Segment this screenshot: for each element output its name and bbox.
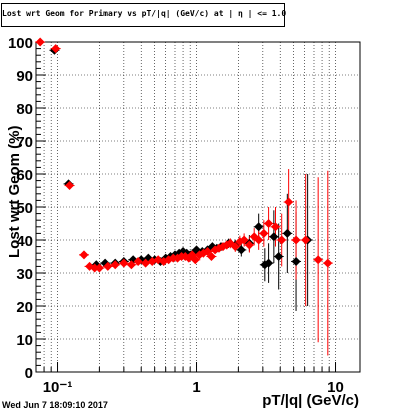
data-point (291, 256, 301, 266)
timestamp: Wed Jun 7 18:09:10 2017 (2, 400, 108, 410)
axis-ticks (35, 41, 337, 373)
data-point (313, 255, 323, 265)
data-point (274, 252, 284, 261)
y-tick-label: 40 (16, 233, 33, 250)
data-point (264, 258, 274, 268)
data-point (323, 258, 333, 268)
x-tick-label: 10⁻¹ (43, 379, 73, 396)
y-tick-label: 70 (16, 134, 33, 151)
data-point (94, 263, 104, 273)
x-tick-labels: 10⁻¹ 1 10 (43, 379, 344, 396)
grid-lines (35, 42, 360, 372)
data-points (35, 37, 333, 273)
data-point (271, 222, 281, 232)
data-point (90, 263, 100, 273)
data-point (119, 258, 129, 268)
y-tick-label: 30 (16, 266, 33, 283)
data-point (206, 252, 216, 261)
data-point (164, 255, 174, 265)
data-point (110, 260, 120, 270)
y-tick-label: 90 (16, 68, 33, 85)
data-point (301, 235, 311, 245)
data-point (236, 245, 246, 255)
data-point (182, 248, 192, 258)
data-point (103, 261, 113, 271)
data-point (277, 235, 287, 245)
y-tick-label: 80 (16, 101, 33, 118)
data-point (284, 197, 294, 207)
chart-title: Lost wrt Geom for Primary vs pT/|q| (GeV… (2, 9, 287, 18)
chart-title-box: Lost wrt Geom for Primary vs pT/|q| (GeV… (1, 3, 287, 27)
y-tick-label: 60 (16, 167, 33, 184)
data-point (141, 258, 151, 268)
data-point (291, 235, 301, 245)
data-point (269, 232, 279, 242)
data-point (79, 250, 89, 260)
y-tick-label: 50 (16, 200, 33, 217)
data-point (254, 222, 264, 232)
data-point (259, 228, 269, 238)
x-tick-label: 10 (327, 379, 344, 396)
y-tick-label: 10 (16, 332, 33, 349)
y-tick-label: 100 (8, 35, 33, 52)
y-tick-labels: 0 10 20 30 40 50 60 70 80 90 100 (8, 35, 33, 382)
data-point (244, 240, 254, 250)
data-point (133, 256, 143, 266)
data-point (65, 181, 75, 191)
data-point (126, 260, 136, 270)
y-tick-label: 0 (25, 365, 33, 382)
x-axis-title: pT/|q| (GeV/c) (262, 392, 359, 409)
data-point (254, 235, 264, 245)
x-tick-label: 1 (192, 379, 200, 396)
data-point (239, 235, 249, 245)
data-point (51, 44, 61, 54)
y-tick-label: 20 (16, 299, 33, 316)
data-point (264, 219, 274, 228)
data-point (230, 242, 240, 252)
data-point (282, 228, 292, 238)
data-point (35, 37, 45, 47)
y-axis-title: Lost wrt Geom (%) (6, 125, 23, 258)
data-point (190, 255, 200, 265)
